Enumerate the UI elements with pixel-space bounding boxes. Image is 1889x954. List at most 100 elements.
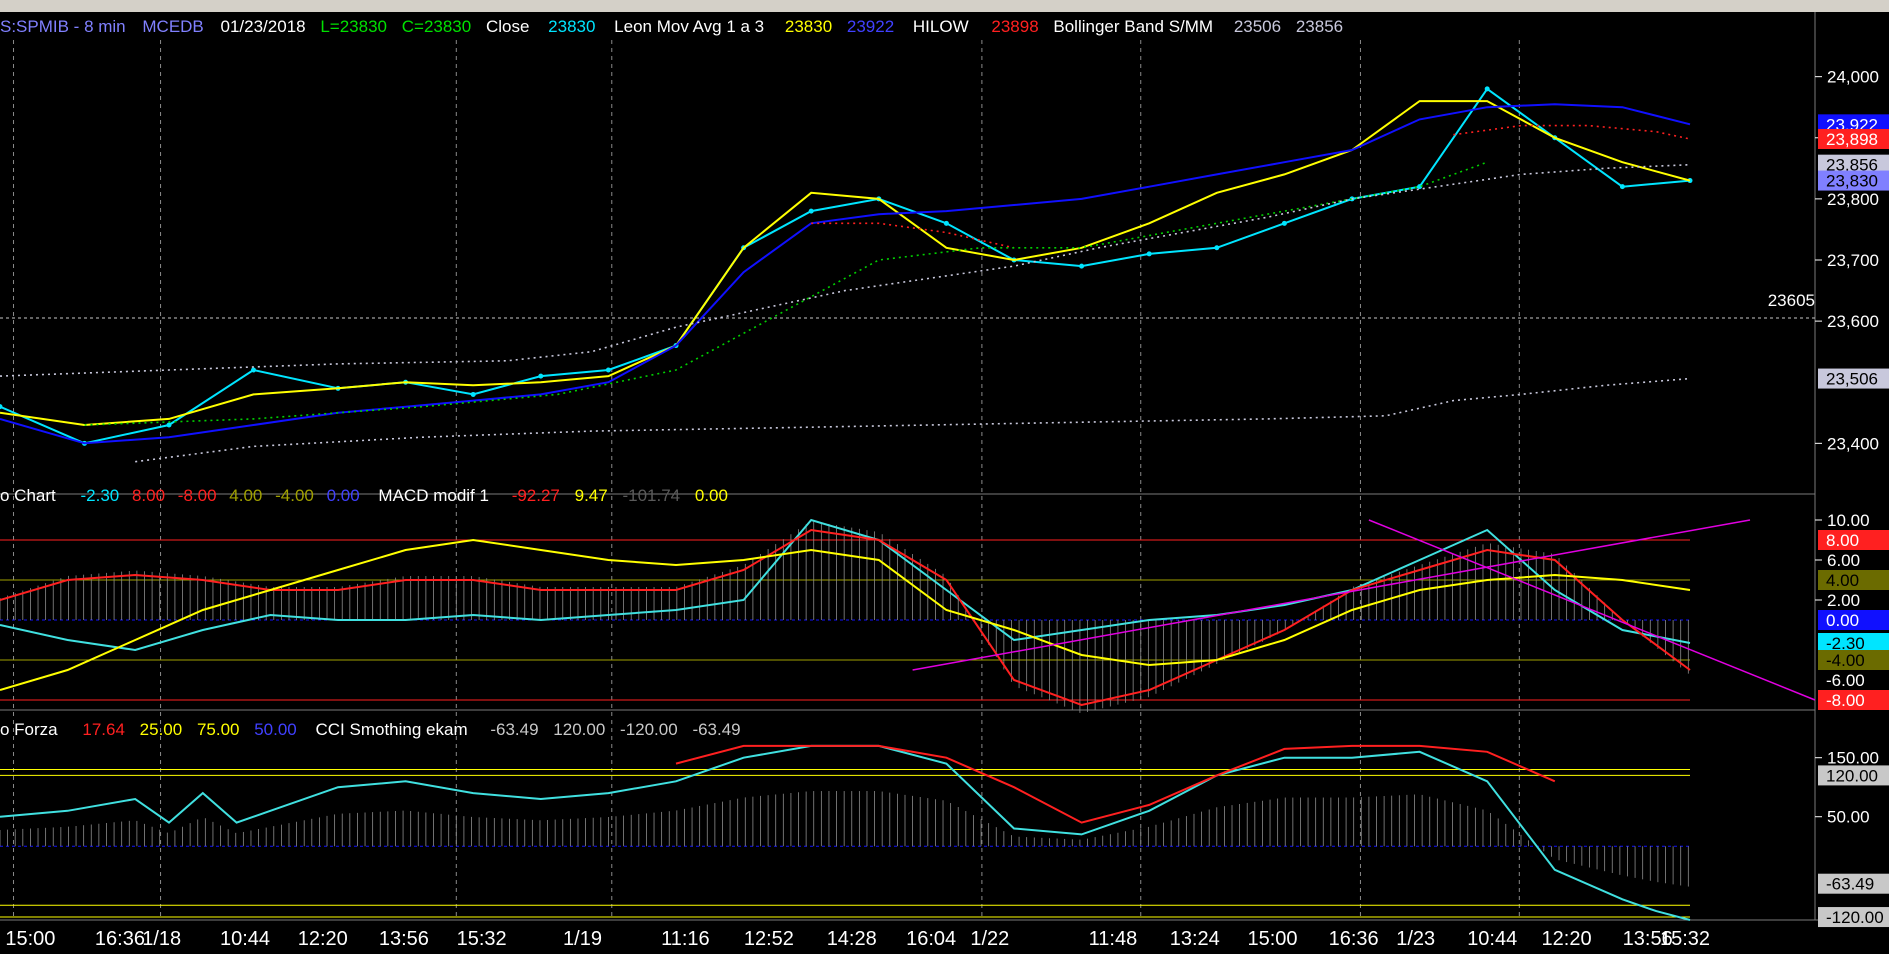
close-point — [943, 220, 949, 226]
bb-value1: 23506 — [1234, 17, 1281, 36]
macd-m1: -92.27 — [512, 486, 560, 505]
series-line-yellow — [0, 538, 1691, 691]
y-tick-label: 50.00 — [1827, 808, 1870, 827]
panel2-v1: -2.30 — [80, 486, 119, 505]
panel3-name: o Forza — [0, 720, 58, 739]
last-value-tag — [1818, 670, 1889, 690]
last-value-label: -6.00 — [1826, 671, 1865, 690]
x-tick-label: 15:32 — [1660, 928, 1710, 950]
close-point — [605, 367, 611, 373]
trend-line — [912, 519, 1751, 671]
hilow-value: 23898 — [991, 17, 1038, 36]
y-tick-label: 10.00 — [1827, 511, 1870, 530]
macd-panel — [0, 518, 1816, 713]
close-word: Close — [486, 17, 529, 36]
last-value-label: 23,898 — [1826, 130, 1878, 149]
x-axis: 15:00 16:361/18 10:44 12:20 13:56 15:32 1/19 11… — [5, 928, 1710, 950]
cci-c3: -120.00 — [620, 720, 678, 739]
hilow-name: HILOW — [913, 17, 969, 36]
x-tick-label: 16:36 — [1329, 928, 1379, 950]
panel3-v2: 25.00 — [140, 720, 183, 739]
x-tick-label: 1/18 — [142, 928, 181, 950]
last-value-tag — [1818, 690, 1889, 710]
y-tick-label: 24,000 — [1827, 68, 1879, 87]
x-tick-label: 1/19 — [563, 928, 602, 950]
series-line-cyan — [0, 518, 1691, 652]
ma-value2: 23922 — [847, 17, 894, 36]
price-line-label: 23605 — [1768, 291, 1815, 310]
last-value-tag — [1818, 873, 1889, 894]
close-point — [251, 367, 256, 373]
x-tick-label: 12:52 — [744, 928, 794, 950]
last-value-label: 4.00 — [1826, 571, 1859, 590]
series-line-red — [0, 528, 1691, 707]
last-value-tag — [1818, 154, 1889, 175]
x-tick-label: 16:04 — [906, 928, 956, 950]
last-value-tag — [1818, 650, 1889, 670]
price-panel — [0, 86, 1815, 463]
x-tick-label: 13:56 — [379, 928, 429, 950]
macd-name: MACD modif 1 — [378, 486, 489, 505]
x-tick-label: 14:28 — [827, 928, 877, 950]
panel2-v5: -4.00 — [275, 486, 314, 505]
low-label: L=23830 — [320, 17, 387, 36]
last-value-tag — [1818, 610, 1889, 630]
last-value-label: -63.49 — [1826, 875, 1874, 894]
cci-c2: 120.00 — [553, 720, 605, 739]
trend-line — [1368, 519, 1816, 701]
x-tick-label: 11:16 — [661, 928, 710, 950]
close-point — [1619, 184, 1625, 190]
panel3-v4: 50.00 — [254, 720, 297, 739]
close-point — [1214, 245, 1220, 251]
close-point — [166, 422, 172, 428]
series-line-bollinger-lower — [135, 377, 1691, 463]
exchange-label: MCEDB — [142, 17, 203, 36]
ma-value1: 23830 — [785, 17, 832, 36]
gridlines — [13, 40, 1520, 920]
x-tick-label: 13:24 — [1170, 928, 1220, 950]
macd-m2: 9.47 — [575, 486, 608, 505]
panel3-v1: 17.64 — [82, 720, 125, 739]
toolbar-strip[interactable] — [0, 0, 1889, 12]
x-tick-label: 1/23 — [1396, 928, 1435, 950]
panel2-v3: -8.00 — [178, 486, 217, 505]
cci-c4: -63.49 — [692, 720, 740, 739]
close-point — [808, 208, 814, 214]
last-value-label: 120.00 — [1826, 766, 1878, 785]
symbol-label: S:SPMIB - 8 min — [0, 17, 126, 36]
close-point — [470, 391, 476, 397]
x-tick-label: 15:32 — [457, 928, 507, 950]
panel2-v6: 0.00 — [327, 486, 360, 505]
last-value-label: 23,856 — [1826, 156, 1878, 175]
svg-text:o Chart -2.30 8.00: o Chart -2.30 8.00 -8.00 4.00 -4.00 0.00… — [0, 486, 728, 505]
date-label: 01/23/2018 — [221, 17, 306, 36]
last-value-label: 0.00 — [1826, 611, 1859, 630]
close-point — [1146, 251, 1152, 257]
bb-name: Bollinger Band S/MM — [1053, 17, 1213, 36]
x-tick-label: 11:48 — [1089, 928, 1138, 950]
close-point — [1079, 263, 1085, 269]
x-tick-label: 12:20 — [1542, 928, 1592, 950]
panel2-v4: 4.00 — [229, 486, 262, 505]
cci-panel — [0, 744, 1691, 921]
series-line-cci-red — [675, 744, 1556, 824]
x-tick-label: 13:56 — [1623, 928, 1673, 950]
y-tick-label: 23,700 — [1827, 251, 1879, 270]
last-value-tag — [1818, 129, 1889, 149]
x-tick-label: 15:00 — [5, 928, 55, 950]
x-tick-label: 10:44 — [1467, 928, 1517, 950]
x-tick-label: 1/22 — [970, 928, 1009, 950]
last-value-tag — [1818, 530, 1889, 550]
x-tick-label: 10:44 — [220, 928, 270, 950]
close-value: 23830 — [548, 17, 595, 36]
y-tick-label: 150.00 — [1827, 749, 1879, 768]
last-value-tag — [1818, 368, 1889, 389]
ma-name: Leon Mov Avg 1 a 3 — [614, 17, 764, 36]
last-value-label: -2.30 — [1826, 634, 1865, 653]
last-value-tag — [1818, 633, 1889, 653]
last-value-label: 8.00 — [1826, 531, 1859, 550]
x-tick-label: 12:20 — [298, 928, 348, 950]
close-label: C=23830 — [402, 17, 471, 36]
last-value-label: -120.00 — [1826, 908, 1884, 927]
